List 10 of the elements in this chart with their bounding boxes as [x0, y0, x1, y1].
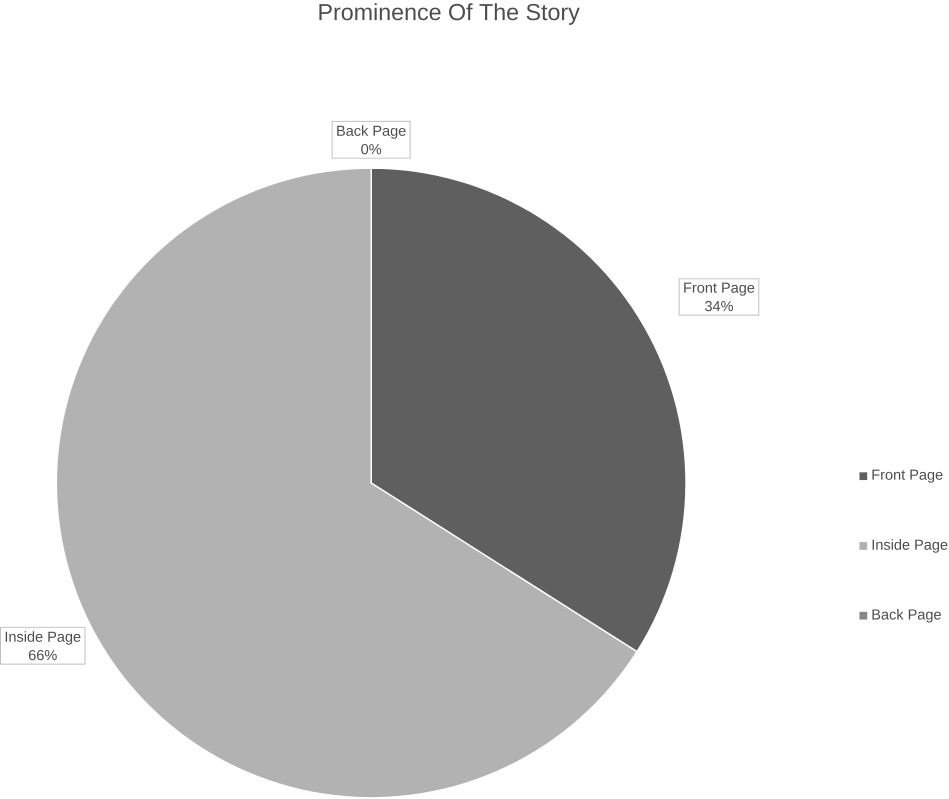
data-label: 34% [704, 301, 733, 312]
text: 0% [361, 144, 382, 155]
slice-label: Front Page [684, 282, 754, 296]
legend-label: Back Page [872, 609, 941, 623]
slice-label: Inside Page [6, 631, 80, 645]
legend-label: Inside Page [872, 539, 948, 553]
chart-title: Prominence Of The Story [319, 3, 580, 26]
category-label: Back Page [337, 125, 406, 139]
legend-label: Front Page [872, 470, 943, 483]
data-label: 66% [28, 650, 57, 660]
